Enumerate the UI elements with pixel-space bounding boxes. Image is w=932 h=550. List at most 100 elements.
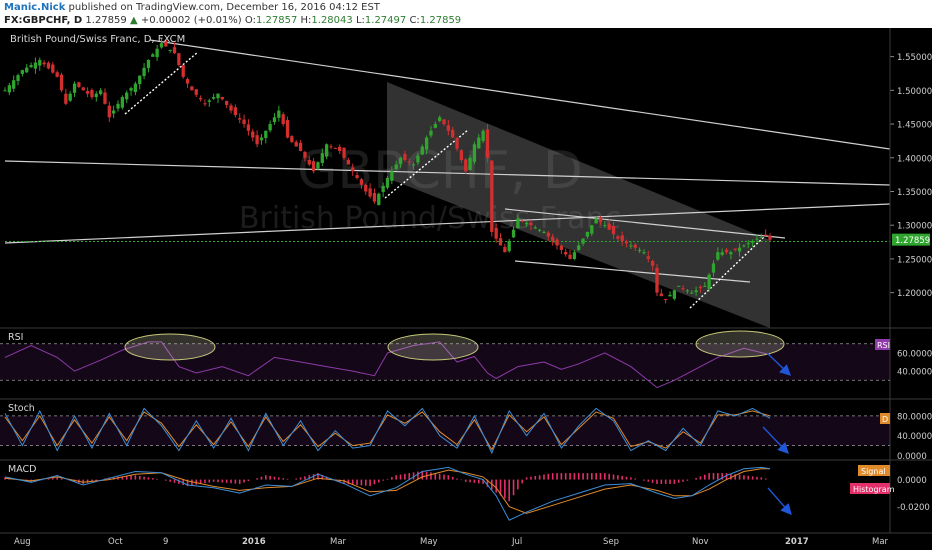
candle bbox=[194, 88, 198, 97]
candle bbox=[246, 119, 251, 136]
high-value: 1.28043 bbox=[311, 15, 353, 26]
candle-body bbox=[342, 147, 346, 158]
candle bbox=[3, 87, 7, 92]
candle-body bbox=[333, 147, 337, 149]
candle bbox=[624, 239, 629, 248]
candle-body bbox=[529, 222, 533, 226]
candle-body bbox=[107, 105, 111, 118]
candles[interactable] bbox=[3, 38, 772, 304]
regression-channel[interactable] bbox=[387, 82, 770, 328]
candle bbox=[698, 285, 703, 293]
candle-body bbox=[607, 223, 611, 230]
stoch-down-arrow[interactable] bbox=[762, 426, 789, 455]
candle-body bbox=[542, 231, 546, 233]
candle bbox=[138, 75, 142, 90]
candle bbox=[107, 101, 111, 122]
dotted-trend-lines[interactable] bbox=[124, 51, 766, 309]
rsi-highlight-ellipses[interactable] bbox=[124, 330, 785, 361]
trendlines[interactable] bbox=[4, 39, 891, 283]
price-tick-label: 1.55000 bbox=[897, 53, 932, 63]
symbol-label[interactable]: FX:GBPCHF, D bbox=[4, 15, 83, 26]
candle-body bbox=[698, 286, 703, 289]
candle-body bbox=[438, 117, 442, 121]
candle bbox=[755, 234, 759, 243]
rsi-panel[interactable]: 40.0000 60.0000 RSI RSI bbox=[0, 332, 932, 389]
candle bbox=[398, 157, 403, 168]
last-price-tag: 1.27859 bbox=[892, 233, 930, 246]
candle-body bbox=[138, 75, 142, 85]
candle-body bbox=[646, 256, 650, 259]
candle bbox=[172, 42, 177, 55]
candle bbox=[451, 126, 455, 138]
candle bbox=[116, 100, 120, 112]
candle bbox=[216, 93, 220, 103]
candle bbox=[446, 120, 451, 136]
candle bbox=[20, 69, 25, 77]
time-axis[interactable]: Aug Oct 9 2016 Mar May Jul Sep Nov 2017 Mar bbox=[14, 537, 889, 547]
candle bbox=[646, 250, 650, 263]
time-tick-label: Mar bbox=[872, 537, 889, 547]
candle bbox=[711, 260, 716, 277]
candle bbox=[729, 250, 733, 260]
price-axis[interactable]: 1.20000 1.25000 1.30000 1.35000 1.40000 1.450… bbox=[890, 53, 932, 299]
candle-body bbox=[129, 88, 133, 91]
candle-body bbox=[650, 260, 655, 266]
candle bbox=[77, 81, 81, 89]
candle bbox=[633, 242, 637, 252]
candle-body bbox=[211, 97, 216, 99]
candle bbox=[542, 230, 546, 234]
candle-body bbox=[42, 62, 46, 65]
macd-down-arrow[interactable] bbox=[767, 487, 792, 516]
candle bbox=[377, 192, 381, 206]
candle bbox=[333, 147, 337, 150]
candle-body bbox=[242, 119, 246, 125]
candle bbox=[668, 291, 672, 297]
candle-body bbox=[555, 239, 559, 246]
candle-body bbox=[81, 87, 85, 91]
candle bbox=[490, 160, 494, 237]
price-chart[interactable]: GBPCHF, D British Pound/Swiss Franc Brit… bbox=[0, 28, 932, 550]
candle-body bbox=[177, 53, 181, 66]
candle-body bbox=[733, 248, 737, 250]
price-tick-label: 1.35000 bbox=[897, 188, 932, 198]
candle-body bbox=[255, 135, 259, 145]
stoch-tick-label: 80.0000 bbox=[897, 412, 932, 422]
macd-panel[interactable]: 0.0000 -0.0200 MACD Signal Histogram bbox=[4, 464, 930, 521]
candle-body bbox=[672, 290, 677, 299]
candle-body bbox=[664, 298, 668, 300]
candle bbox=[494, 223, 498, 243]
candle-body bbox=[246, 124, 251, 131]
rsi-label: RSI bbox=[8, 332, 23, 343]
candle bbox=[42, 60, 46, 68]
candle bbox=[481, 129, 485, 144]
candle bbox=[7, 82, 11, 96]
candle-body bbox=[351, 167, 355, 172]
candle bbox=[368, 183, 372, 199]
candle-body bbox=[377, 193, 381, 205]
candle-body bbox=[559, 245, 564, 250]
macd-signal-line bbox=[4, 468, 770, 514]
rsi-down-arrow[interactable] bbox=[766, 352, 792, 376]
candle bbox=[25, 63, 29, 74]
candle-body bbox=[711, 263, 716, 273]
stoch-panel[interactable]: 0.0000 40.0000 80.0000 Stoch D bbox=[0, 403, 932, 462]
candle-body bbox=[120, 97, 125, 108]
candle bbox=[364, 183, 368, 195]
candle bbox=[229, 103, 233, 114]
candle-body bbox=[642, 252, 646, 254]
candle bbox=[420, 144, 424, 156]
candle-body bbox=[398, 157, 403, 164]
candle-body bbox=[359, 179, 364, 185]
candle-body bbox=[251, 131, 255, 138]
candle bbox=[559, 244, 564, 255]
candle bbox=[681, 285, 685, 292]
candle bbox=[38, 57, 42, 71]
candle-body bbox=[385, 178, 390, 188]
candle bbox=[568, 250, 572, 260]
price-tick-label: 1.25000 bbox=[897, 255, 932, 265]
author-link[interactable]: Manic.Nick bbox=[4, 2, 66, 13]
candle-body bbox=[146, 59, 151, 69]
candle bbox=[129, 86, 133, 96]
candle bbox=[29, 62, 33, 69]
candle bbox=[272, 113, 277, 125]
